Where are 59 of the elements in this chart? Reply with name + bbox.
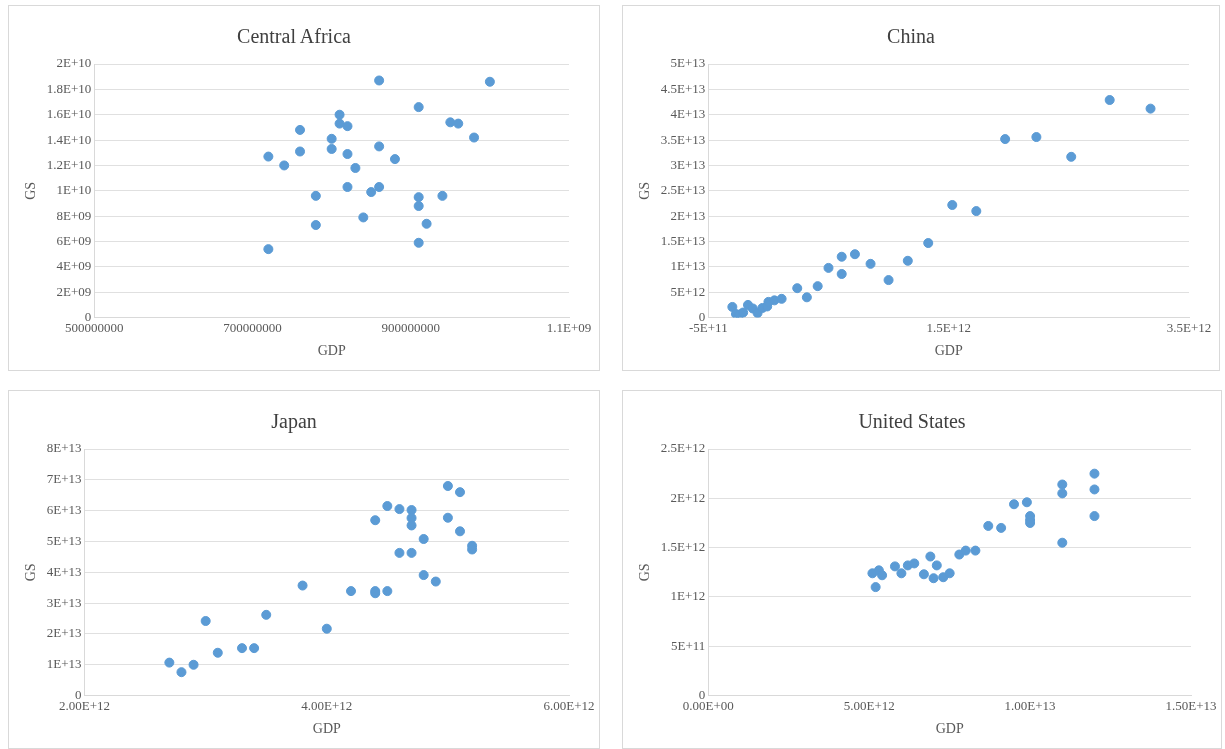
y-tick-label: 1.2E+10 [46, 156, 92, 172]
x-tick-label: 4.00E+12 [301, 697, 353, 713]
y-tick-label: 2.5E+12 [660, 440, 706, 456]
x-tick-label: 1.5E+12 [926, 319, 971, 335]
y-axis-title: GS [637, 181, 653, 200]
x-tick-label: 3.5E+12 [1166, 319, 1212, 335]
y-tick-label: 4E+13 [46, 563, 82, 579]
y-tick-label: 6E+09 [56, 232, 92, 248]
y-tick-label: 8E+09 [56, 207, 92, 223]
chart-title: Japan [271, 410, 317, 434]
y-tick-label: 7E+13 [46, 471, 82, 487]
y-tick-label: 6E+13 [46, 502, 82, 518]
y-axis-title: GS [23, 563, 39, 582]
y-tick-label: 3E+13 [46, 594, 82, 610]
y-tick-label: 1E+12 [670, 588, 706, 604]
x-axis-title: GDP [317, 343, 346, 359]
y-tick-label: 8E+13 [46, 440, 82, 456]
y-tick-label: 1.4E+10 [46, 131, 92, 147]
x-tick-label: 6.00E+12 [543, 697, 595, 713]
x-tick-label: 1.1E+09 [546, 319, 592, 335]
y-tick-label: 1E+13 [46, 656, 82, 672]
y-tick-label: 0 [698, 687, 706, 703]
y-tick-label: 5E+13 [46, 532, 82, 548]
y-tick-label: 1E+13 [670, 258, 706, 274]
y-tick-label: 1.6E+10 [46, 106, 92, 122]
y-tick-label: 2.5E+13 [660, 182, 706, 198]
y-tick-label: 4E+13 [670, 106, 706, 122]
y-tick-label: 1.5E+12 [660, 539, 706, 555]
x-axis-title: GDP [312, 721, 341, 737]
y-axis-title: GS [23, 181, 39, 200]
x-tick-label: 900000000 [381, 319, 441, 335]
x-tick-label: 1.50E+13 [1165, 697, 1217, 713]
chart-title: China [887, 25, 936, 48]
x-axis-title: GDP [935, 721, 964, 737]
chart-title: United States [858, 410, 966, 433]
y-tick-label: 1E+10 [56, 182, 92, 198]
y-tick-label: 2E+09 [56, 283, 92, 299]
x-tick-label: 1.00E+13 [1004, 697, 1056, 713]
y-tick-label: 5E+11 [671, 637, 706, 653]
y-tick-label: 2E+13 [46, 625, 82, 641]
y-tick-label: 3.5E+13 [660, 131, 706, 147]
y-tick-label: 2E+10 [56, 55, 92, 71]
chart-title: Central Africa [237, 25, 352, 48]
y-tick-label: 1.8E+10 [46, 80, 92, 96]
x-axis-title: GDP [934, 343, 963, 359]
y-tick-label: 0 [84, 309, 92, 325]
y-tick-label: 5E+13 [670, 55, 706, 71]
y-tick-label: 0 [698, 309, 706, 325]
y-tick-label: 4E+09 [56, 258, 92, 274]
y-tick-label: 2E+12 [670, 489, 706, 505]
y-tick-label: 4.5E+13 [660, 80, 706, 96]
y-tick-label: 0 [75, 687, 82, 703]
x-tick-label: 5.00E+12 [843, 697, 895, 713]
y-tick-label: 3E+13 [670, 156, 706, 172]
y-tick-label: 1.5E+13 [660, 232, 706, 248]
x-tick-label: 700000000 [223, 319, 282, 335]
y-tick-label: 5E+12 [670, 283, 706, 299]
y-tick-label: 2E+13 [670, 207, 706, 223]
y-axis-title: GS [637, 563, 653, 582]
